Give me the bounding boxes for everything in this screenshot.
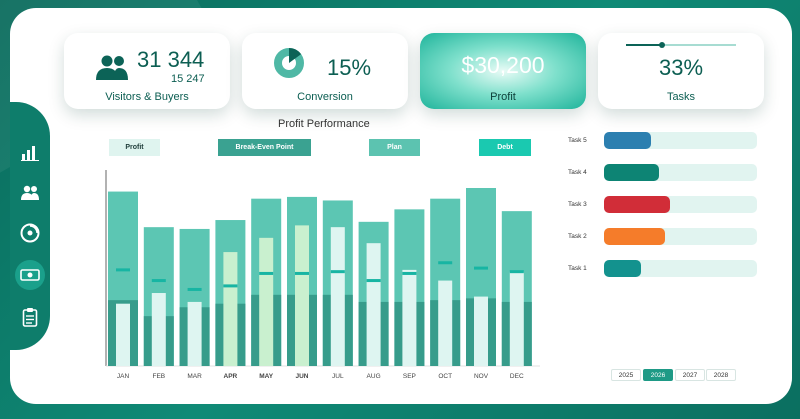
sidebar-item-disc[interactable] — [16, 220, 44, 246]
year-button-2027[interactable]: 2027 — [675, 369, 705, 381]
x-tick-label: JAN — [117, 373, 130, 380]
x-tick-label: FEB — [152, 373, 165, 380]
profit-card: $30,200 Profit — [420, 33, 586, 109]
marker-debt — [330, 270, 345, 274]
legend-debt[interactable]: Debt — [479, 139, 531, 156]
tasks-value: 33% — [658, 55, 704, 80]
bar-profit — [366, 243, 381, 366]
disc-icon — [20, 223, 40, 243]
task-bar — [604, 132, 652, 149]
legend-profit[interactable]: Profit — [109, 139, 160, 156]
task-label: Task 3 — [568, 201, 587, 208]
visitors-label: Visitors & Buyers — [105, 91, 189, 103]
x-tick-label: JUL — [332, 373, 344, 380]
tasks-progress-knob — [659, 42, 666, 48]
profit-value: $30,200 — [461, 52, 545, 78]
x-tick-label: NOV — [474, 373, 489, 380]
profit-label: Profit — [490, 91, 516, 103]
bar-profit — [259, 237, 274, 366]
legend-break-even[interactable]: Break-Even Point — [218, 139, 311, 156]
task-row: Task 1 — [568, 260, 768, 277]
x-tick-label: APR — [224, 373, 238, 380]
sidebar-item-money[interactable] — [15, 260, 45, 290]
chart-icon — [21, 146, 39, 161]
task-label: Task 4 — [568, 169, 587, 176]
task-bar — [604, 260, 641, 277]
task-track — [604, 260, 757, 277]
x-tick-label: OCT — [438, 373, 452, 380]
bar-profit — [474, 296, 488, 366]
marker-debt — [223, 284, 238, 288]
task-row: Task 3 — [568, 196, 768, 213]
sidebar-item-users[interactable] — [16, 180, 44, 206]
task-bar — [604, 164, 660, 181]
marker-debt — [474, 266, 488, 270]
sidebar-item-chart[interactable] — [16, 140, 44, 166]
marker-debt — [259, 271, 274, 275]
bar-profit — [116, 303, 130, 366]
bar-profit — [402, 269, 417, 366]
year-button-2028[interactable]: 2028 — [706, 369, 736, 381]
conversion-label: Conversion — [297, 91, 353, 103]
bar-profit — [509, 271, 524, 366]
sidebar-item-clipboard[interactable] — [16, 304, 44, 330]
money-icon — [20, 269, 40, 281]
conversion-value: 15% — [327, 55, 372, 80]
x-tick-label: MAY — [259, 373, 274, 380]
marker-debt — [509, 270, 524, 274]
bar-profit — [223, 252, 238, 366]
task-label: Task 1 — [568, 265, 587, 272]
x-tick-label: SEP — [403, 373, 416, 380]
task-row: Task 4 — [568, 164, 768, 181]
task-bar — [604, 228, 666, 245]
x-tick-label: JUN — [295, 373, 308, 380]
tasks-label: Tasks — [666, 91, 696, 103]
task-label: Task 2 — [568, 233, 587, 240]
year-button-2026[interactable]: 2026 — [643, 369, 673, 381]
bar-profit — [151, 293, 166, 366]
marker-debt — [295, 271, 309, 275]
chart-title: Profit Performance — [278, 118, 370, 130]
task-label: Task 5 — [568, 137, 587, 144]
x-tick-label: DEC — [510, 373, 524, 380]
sidebar — [10, 102, 50, 350]
bar-profit — [438, 280, 453, 366]
tasks-progress-track — [626, 44, 736, 46]
bar-profit — [330, 227, 345, 366]
conversion-donut — [274, 48, 304, 78]
marker-debt — [438, 261, 453, 265]
marker-debt — [116, 268, 130, 272]
bar-profit — [295, 225, 309, 366]
tasks-card: 33% Tasks — [598, 33, 764, 109]
visitors-card: 31 344 15 247 Visitors & Buyers — [64, 33, 230, 109]
bar-profit — [187, 301, 202, 366]
clipboard-icon — [22, 308, 38, 327]
legend-plan[interactable]: Plan — [369, 139, 420, 156]
marker-debt — [187, 287, 202, 291]
marker-debt — [366, 279, 381, 283]
buyers-value: 15 247 — [171, 73, 205, 85]
x-tick-label: MAR — [187, 373, 202, 380]
profit-performance-chart: JAN FEB MAR APR MAY JUN JUL AUG SEP OCT NOV DEC — [105, 170, 540, 380]
marker-debt — [402, 271, 417, 275]
x-tick-label: AUG — [367, 373, 381, 380]
tasks-progress-fill — [626, 44, 663, 46]
task-row: Task 5 — [568, 132, 768, 149]
conversion-card: 15% Conversion — [242, 33, 408, 109]
task-bar — [604, 196, 670, 213]
year-button-2025[interactable]: 2025 — [611, 369, 641, 381]
users-icon — [96, 55, 128, 80]
users-icon — [21, 185, 39, 200]
visitors-value: 31 344 — [137, 47, 205, 72]
marker-debt — [151, 279, 166, 283]
task-row: Task 2 — [568, 228, 768, 245]
